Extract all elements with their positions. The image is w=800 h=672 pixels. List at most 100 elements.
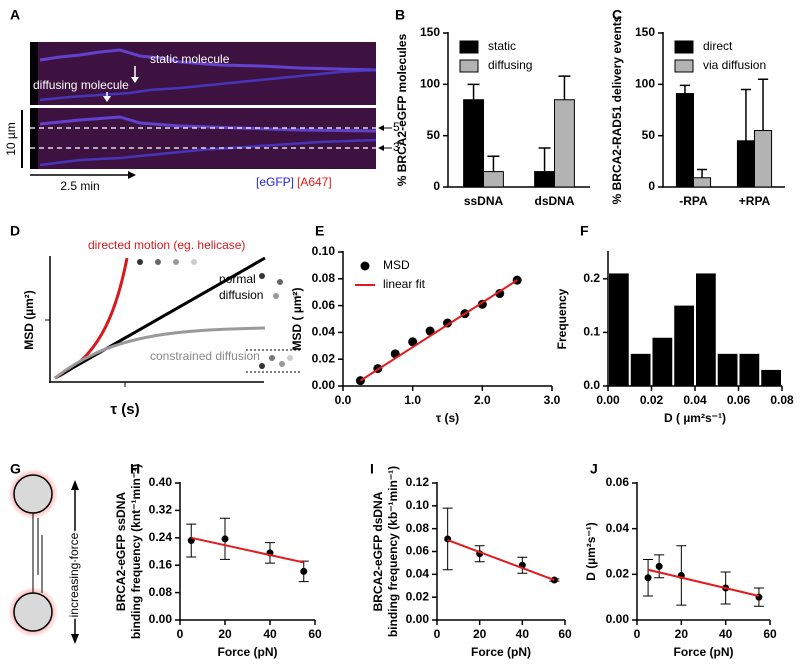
y-tick-label: 0.04: [312, 325, 336, 339]
x-axis-label: Force (pN): [218, 645, 278, 659]
y-tick-label: 0.00: [149, 612, 173, 626]
annotation: constrained diffusion: [150, 349, 260, 363]
y-axis-label: Frequency: [555, 288, 569, 349]
legend-swatch: [674, 59, 694, 73]
histogram-bar: [674, 305, 694, 386]
legend-label: direct: [703, 39, 733, 53]
legend-swatch: [674, 40, 694, 54]
error-bar: [757, 78, 769, 131]
bar: [534, 171, 555, 188]
error-bar: [696, 168, 708, 178]
data-point: [655, 562, 663, 570]
axis-label: τ (s): [110, 401, 139, 418]
x-tick-label: 20: [675, 627, 689, 641]
y-tick-label: 0.04: [406, 567, 430, 581]
x-tick-label: 2.0: [474, 393, 491, 407]
data-point: [408, 337, 418, 347]
scale-label: 2.5 min: [60, 179, 99, 193]
error-bar: [679, 84, 691, 94]
x-tick-label: 40: [516, 627, 530, 641]
x-tick-label: 3.0: [544, 393, 561, 407]
x-tick-label: 0.04: [683, 393, 707, 407]
histogram-bar: [630, 353, 651, 386]
histogram-bar: [761, 369, 781, 386]
error-bar: [467, 83, 480, 100]
y-tick-label: 50: [642, 128, 656, 142]
error-bar: [558, 75, 571, 100]
x-axis-label: D ( µm²s⁻¹): [664, 411, 726, 425]
annotation: 5': [393, 120, 402, 134]
x-axis-label: τ (s): [436, 411, 459, 425]
fit-line: [359, 279, 518, 382]
fit-line: [647, 568, 760, 597]
legend-label: MSD: [383, 258, 410, 272]
y-tick-label: 0.10: [406, 498, 430, 512]
y-axis-label: % BRCA2-RAD51 delivery events: [610, 15, 624, 204]
y-tick-label: 0.02: [406, 589, 430, 603]
y-axis-label: binding frequency (knt⁻¹min⁻¹): [129, 464, 143, 639]
x-tick-label: 60: [763, 627, 777, 641]
bar: [754, 130, 773, 188]
annotation: diffusing molecule: [33, 78, 129, 92]
y-tick-label: 150: [635, 25, 655, 39]
x-tick-label: 0: [634, 627, 641, 641]
y-axis-label: BRCA2-eGFP dsDNA: [371, 491, 385, 611]
error-bar: [740, 88, 752, 141]
x-tick-label: ssDNA: [464, 194, 504, 208]
x-axis-label: Force (pN): [471, 645, 531, 659]
y-axis-label: MSD ( µm²): [290, 288, 304, 351]
data-point: [495, 289, 505, 299]
data-point: [425, 326, 435, 336]
x-tick-label: 0.02: [640, 393, 664, 407]
x-tick-label: 0: [434, 627, 441, 641]
scale-label: 10 µm: [4, 122, 18, 156]
x-tick-label: 0.08: [770, 393, 794, 407]
panel-label: D: [10, 223, 20, 239]
y-tick-label: 0.06: [606, 475, 630, 489]
y-tick-label: 0.0: [583, 378, 600, 392]
channel-label: [A647]: [297, 175, 332, 189]
x-tick-label: 60: [558, 627, 572, 641]
y-tick-label: 0.00: [606, 612, 630, 626]
y-tick-label: 0.32: [149, 503, 173, 517]
x-tick-label: 60: [308, 627, 322, 641]
bar: [463, 99, 484, 188]
y-tick-label: 0.02: [606, 567, 630, 581]
bar: [554, 99, 575, 188]
y-tick-label: 0.04: [606, 521, 630, 535]
panel-label: B: [395, 7, 405, 23]
y-axis-label: % BRCA2-eGFP molecules: [395, 33, 409, 186]
x-tick-label: dsDNA: [534, 194, 574, 208]
annotation: directed motion (eg. helicase): [88, 238, 245, 252]
histogram-bar: [696, 273, 716, 386]
histogram-bar: [652, 337, 673, 386]
legend-label: linear fit: [383, 277, 426, 291]
x-axis-label: Force (pN): [674, 645, 734, 659]
bar: [693, 177, 712, 188]
y-tick-label: 0.2: [583, 271, 600, 285]
annotation: increasing force: [67, 532, 81, 617]
annotation: static molecule: [150, 52, 230, 66]
kymograph: [21, 42, 392, 179]
y-tick-label: 100: [420, 77, 440, 91]
axis-label: MSD (µm²): [22, 290, 36, 350]
panel-label: J: [590, 461, 598, 477]
annotation: diffusion: [219, 288, 263, 302]
y-tick-label: 0.08: [149, 585, 173, 599]
bar: [675, 93, 694, 188]
y-tick-label: 0.1: [583, 325, 600, 339]
legend-swatch: [360, 261, 370, 271]
x-tick-label: 20: [218, 627, 232, 641]
y-tick-label: 50: [427, 128, 441, 142]
y-tick-label: 0.06: [406, 544, 430, 558]
fit-line: [191, 536, 304, 564]
error-bar: [538, 147, 551, 172]
y-tick-label: 0.00: [406, 612, 430, 626]
annotation: 3': [393, 140, 402, 154]
annotation: normal: [219, 272, 256, 286]
x-tick-label: 0.06: [727, 393, 751, 407]
y-tick-label: 0.02: [312, 351, 336, 365]
y-tick-label: 0: [648, 179, 655, 193]
